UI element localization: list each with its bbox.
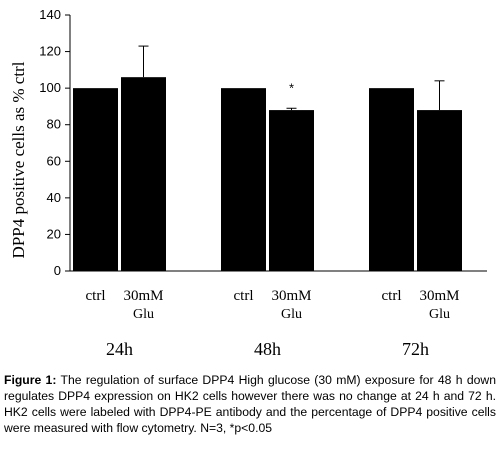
x-tick-sublabel: Glu [133, 307, 154, 322]
y-axis-label: DPP4 positive cells as % ctrl [9, 61, 28, 258]
x-tick-sublabel: Glu [281, 307, 302, 322]
y-tick-label: 80 [47, 117, 61, 132]
bar [417, 110, 462, 271]
x-tick-label: ctrl [234, 288, 254, 304]
y-tick-label: 120 [39, 44, 61, 59]
bars-layer: * [73, 45, 462, 272]
figure-caption: Figure 1: The regulation of surface DPP4… [4, 372, 496, 436]
y-tick-label: 60 [47, 153, 61, 168]
significance-marker: * [289, 80, 294, 95]
y-tick-label: 140 [39, 7, 61, 22]
y-tick-label: 0 [54, 263, 61, 278]
x-tick-label: 30mM [123, 288, 163, 304]
x-tick-label: ctrl [382, 288, 402, 304]
bar [121, 77, 166, 272]
y-axis-ticks: 0 20 40 60 80 100 120 140 [39, 7, 70, 278]
caption-label: Figure 1: [4, 373, 57, 387]
group-label: 72h [402, 339, 429, 359]
y-tick-label: 40 [47, 190, 61, 205]
group-label: 48h [254, 339, 281, 359]
x-axis-labels: ctrl 30mM Glu 24h ctrl 30mM Glu 48h ctrl 30mM Glu 7… [86, 288, 460, 359]
caption-text: The regulation of surface DPP4 High gluc… [4, 373, 497, 435]
x-tick-label: ctrl [86, 288, 106, 304]
bar [369, 88, 414, 272]
bar [269, 110, 314, 271]
bar-chart: DPP4 positive cells as % ctrl 0 20 40 60 80 1… [9, 7, 487, 359]
group-label: 24h [106, 339, 133, 359]
y-tick-label: 20 [47, 226, 61, 241]
bar [73, 88, 118, 272]
x-tick-sublabel: Glu [429, 307, 450, 322]
bar [221, 88, 266, 272]
x-tick-label: 30mM [419, 288, 459, 304]
x-tick-label: 30mM [271, 288, 311, 304]
y-tick-label: 100 [39, 80, 61, 95]
